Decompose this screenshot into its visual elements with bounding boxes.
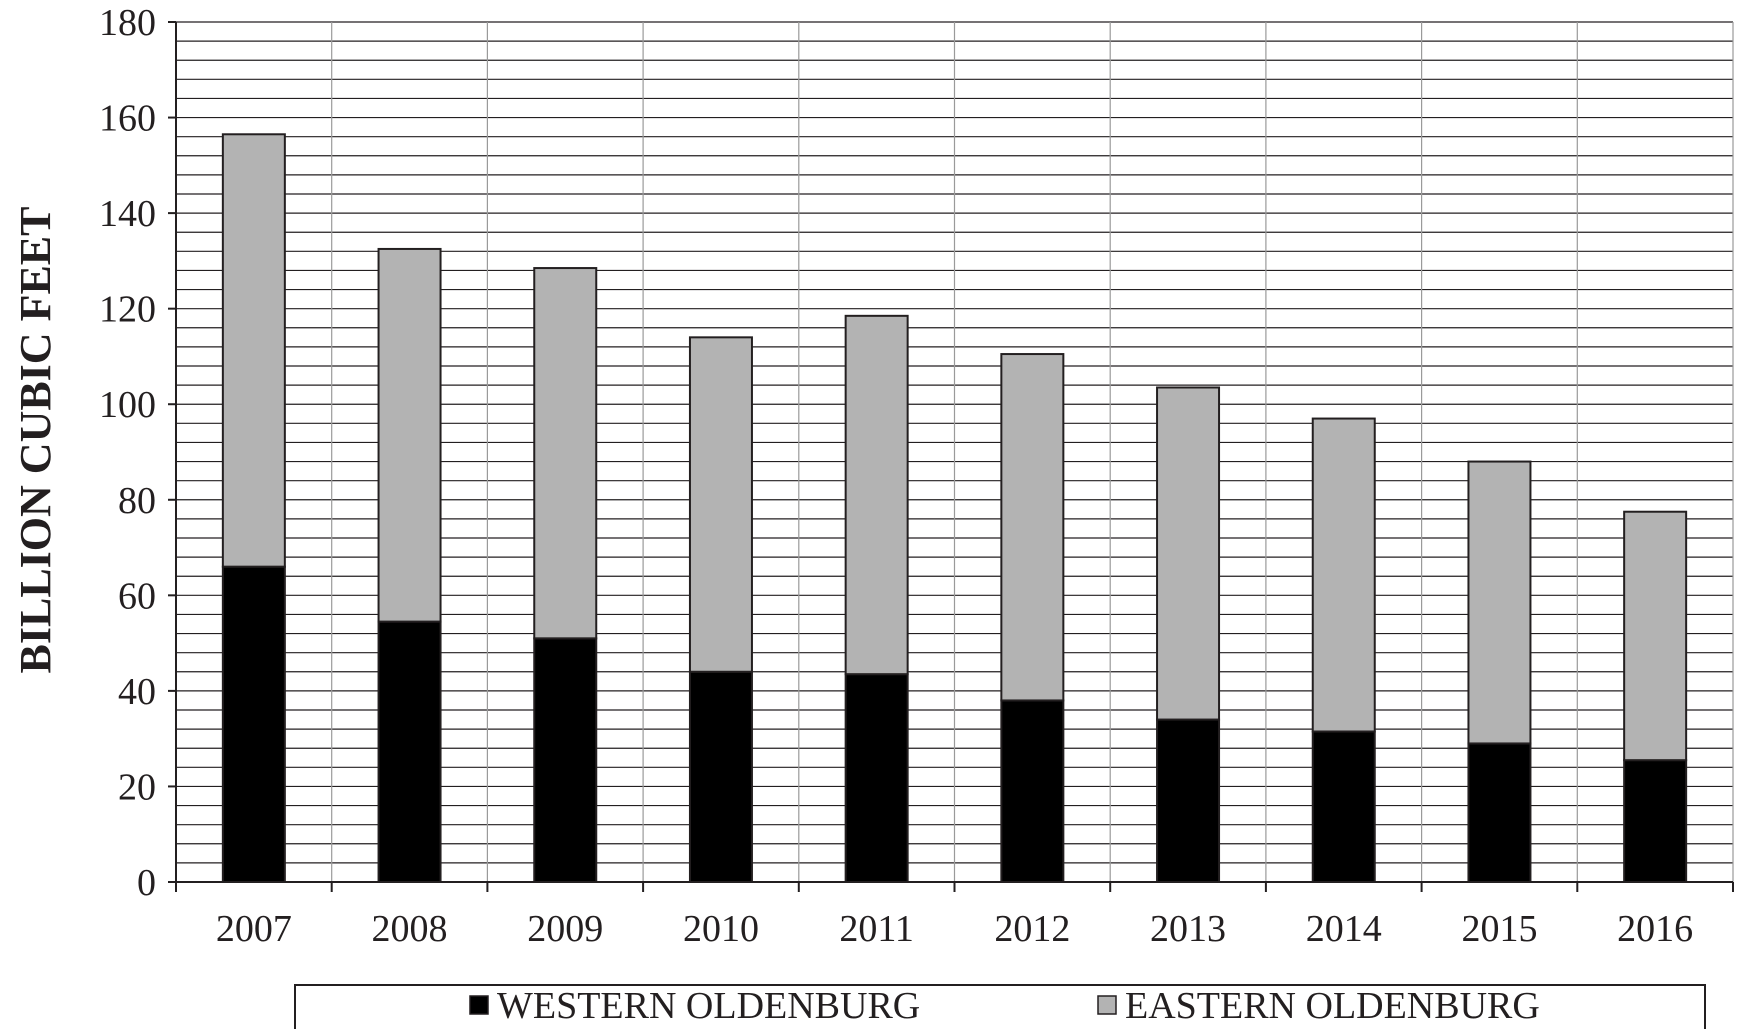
y-tick-label: 80: [118, 480, 156, 522]
bar-eastern-oldenburg-2007: [221, 133, 286, 568]
y-tick-label: 0: [137, 862, 156, 904]
legend-swatch-western: [469, 995, 489, 1015]
x-tick-label: 2011: [839, 908, 914, 950]
bar-western-oldenburg-2014: [1311, 730, 1376, 883]
bar-western-oldenburg-2009: [533, 637, 598, 883]
y-tick-label: 60: [118, 575, 156, 617]
bar-eastern-oldenburg-2014: [1311, 417, 1376, 733]
x-tick-label: 2013: [1150, 908, 1226, 950]
bar-eastern-oldenburg-2009: [533, 267, 598, 640]
legend-label-eastern: EASTERN OLDENBURG: [1125, 985, 1540, 1027]
x-tick-label: 2012: [994, 908, 1070, 950]
bar-eastern-oldenburg-2012: [1000, 353, 1065, 702]
bar-eastern-oldenburg-2016: [1623, 510, 1688, 762]
legend: WESTERN OLDENBURG EASTERN OLDENBURG: [294, 984, 1706, 1034]
bar-eastern-oldenburg-2008: [377, 247, 442, 623]
x-tick-label: 2009: [527, 908, 603, 950]
bar-eastern-oldenburg-2013: [1156, 386, 1221, 721]
bar-western-oldenburg-2010: [688, 670, 753, 883]
bar-western-oldenburg-2015: [1467, 742, 1532, 884]
legend-label-western: WESTERN OLDENBURG: [497, 985, 920, 1027]
bar-western-oldenburg-2013: [1156, 718, 1221, 883]
x-tick-label: 2008: [372, 908, 448, 950]
x-tick-label: 2016: [1617, 908, 1693, 950]
bar-western-oldenburg-2008: [377, 620, 442, 883]
x-tick-label: 2015: [1461, 908, 1537, 950]
y-tick-label: 180: [99, 2, 156, 44]
bars: [221, 133, 1688, 884]
bar-eastern-oldenburg-2011: [844, 314, 909, 676]
bar-eastern-oldenburg-2015: [1467, 460, 1532, 745]
y-tick-label: 140: [99, 193, 156, 235]
bar-eastern-oldenburg-2010: [688, 336, 753, 673]
bar-western-oldenburg-2007: [221, 565, 286, 884]
axis-labels: 0 20 40 60 80 100 120 140 160 180 2007 2008 2009 2010…: [99, 2, 1693, 950]
x-tick-label: 2010: [683, 908, 759, 950]
legend-swatch-eastern: [1097, 995, 1117, 1015]
axes: [168, 21, 1734, 892]
y-tick-label: 100: [99, 384, 156, 426]
x-tick-label: 2014: [1306, 908, 1382, 950]
y-axis-title: BILLION CUBIC FEET: [11, 206, 60, 673]
y-tick-label: 120: [99, 289, 156, 331]
y-tick-label: 160: [99, 98, 156, 140]
bar-western-oldenburg-2011: [844, 673, 909, 884]
x-tick-label: 2007: [216, 908, 292, 950]
y-tick-label: 40: [118, 671, 156, 713]
y-tick-label: 20: [118, 766, 156, 808]
bar-western-oldenburg-2016: [1623, 759, 1688, 884]
legend-box: [294, 984, 1706, 1034]
bar-western-oldenburg-2012: [1000, 699, 1065, 884]
